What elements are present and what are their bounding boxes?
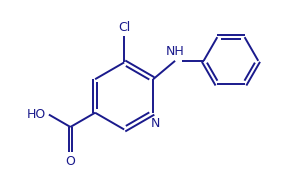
Text: O: O bbox=[66, 155, 75, 168]
Text: N: N bbox=[150, 117, 160, 130]
Text: NH: NH bbox=[166, 45, 184, 58]
Text: HO: HO bbox=[27, 108, 46, 121]
Text: Cl: Cl bbox=[118, 21, 130, 34]
